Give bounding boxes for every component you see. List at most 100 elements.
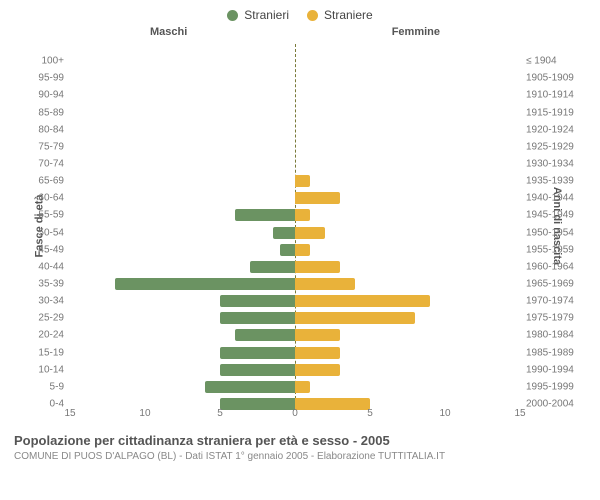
male-bar <box>250 261 295 273</box>
birth-label: 1940-1944 <box>526 193 574 204</box>
x-tick: 15 <box>64 408 75 419</box>
chart-row: 85-891915-1919 <box>70 104 520 121</box>
chart-row: 20-241980-1984 <box>70 327 520 344</box>
birth-label: ≤ 1904 <box>526 56 557 67</box>
birth-label: 1950-1954 <box>526 227 574 238</box>
male-swatch <box>227 10 238 21</box>
age-label: 30-34 <box>38 296 64 307</box>
male-bar <box>115 278 295 290</box>
age-label: 40-44 <box>38 261 64 272</box>
legend-item-female: Straniere <box>307 8 373 22</box>
x-tick: 0 <box>292 408 298 419</box>
age-label: 20-24 <box>38 330 64 341</box>
age-label: 50-54 <box>38 227 64 238</box>
female-bar <box>295 364 340 376</box>
plot-area: 100+≤ 190495-991905-190990-941910-191485… <box>70 44 520 404</box>
female-bar <box>295 381 310 393</box>
footer-title: Popolazione per cittadinanza straniera p… <box>14 432 586 450</box>
age-label: 65-69 <box>38 176 64 187</box>
birth-label: 1955-1959 <box>526 244 574 255</box>
x-tick: 10 <box>439 408 450 419</box>
age-label: 80-84 <box>38 124 64 135</box>
male-bar <box>235 209 295 221</box>
male-column-title: Maschi <box>150 26 187 38</box>
age-label: 55-59 <box>38 210 64 221</box>
age-label: 95-99 <box>38 73 64 84</box>
male-bar <box>235 329 295 341</box>
age-label: 90-94 <box>38 90 64 101</box>
legend-female-label: Straniere <box>324 8 373 22</box>
birth-label: 1915-1919 <box>526 107 574 118</box>
chart-row: 25-291975-1979 <box>70 310 520 327</box>
legend: Stranieri Straniere <box>0 0 600 26</box>
chart-row: 80-841920-1924 <box>70 121 520 138</box>
chart-row: 15-191985-1989 <box>70 344 520 361</box>
age-label: 45-49 <box>38 244 64 255</box>
x-tick: 5 <box>217 408 223 419</box>
female-bar <box>295 329 340 341</box>
birth-label: 1980-1984 <box>526 330 574 341</box>
age-label: 0-4 <box>50 398 64 409</box>
chart-footer: Popolazione per cittadinanza straniera p… <box>0 426 600 463</box>
male-bar <box>220 364 295 376</box>
footer-subtitle: COMUNE DI PUOS D'ALPAGO (BL) - Dati ISTA… <box>14 450 586 464</box>
female-bar <box>295 347 340 359</box>
chart-row: 5-91995-1999 <box>70 378 520 395</box>
chart-row: 40-441960-1964 <box>70 258 520 275</box>
female-bar <box>295 244 310 256</box>
x-axis: 15105051015 <box>70 408 520 422</box>
birth-label: 1985-1989 <box>526 347 574 358</box>
age-label: 75-79 <box>38 141 64 152</box>
birth-label: 1990-1994 <box>526 364 574 375</box>
female-swatch <box>307 10 318 21</box>
chart-row: 90-941910-1914 <box>70 87 520 104</box>
age-label: 25-29 <box>38 313 64 324</box>
female-bar <box>295 227 325 239</box>
birth-label: 1965-1969 <box>526 278 574 289</box>
chart-row: 65-691935-1939 <box>70 173 520 190</box>
birth-label: 1995-1999 <box>526 381 574 392</box>
x-tick: 10 <box>139 408 150 419</box>
male-bar <box>220 347 295 359</box>
birth-label: 1935-1939 <box>526 176 574 187</box>
male-bar <box>205 381 295 393</box>
chart-row: 45-491955-1959 <box>70 241 520 258</box>
birth-label: 1960-1964 <box>526 261 574 272</box>
female-bar <box>295 312 415 324</box>
age-label: 5-9 <box>50 381 64 392</box>
birth-label: 2000-2004 <box>526 398 574 409</box>
chart-row: 75-791925-1929 <box>70 138 520 155</box>
chart-row: 95-991905-1909 <box>70 70 520 87</box>
pyramid-chart: Fasce di età Anni di nascita Maschi Femm… <box>20 26 580 426</box>
chart-row: 70-741930-1934 <box>70 155 520 172</box>
birth-label: 1905-1909 <box>526 73 574 84</box>
chart-row: 35-391965-1969 <box>70 275 520 292</box>
x-tick: 15 <box>514 408 525 419</box>
chart-row: 10-141990-1994 <box>70 361 520 378</box>
age-label: 15-19 <box>38 347 64 358</box>
birth-label: 1945-1949 <box>526 210 574 221</box>
female-bar <box>295 261 340 273</box>
birth-label: 1930-1934 <box>526 158 574 169</box>
age-label: 10-14 <box>38 364 64 375</box>
chart-row: 50-541950-1954 <box>70 224 520 241</box>
birth-label: 1975-1979 <box>526 313 574 324</box>
age-label: 100+ <box>41 56 64 67</box>
x-tick: 5 <box>367 408 373 419</box>
chart-row: 60-641940-1944 <box>70 190 520 207</box>
chart-row: 100+≤ 1904 <box>70 53 520 70</box>
female-bar <box>295 175 310 187</box>
male-bar <box>280 244 295 256</box>
female-bar <box>295 209 310 221</box>
birth-label: 1920-1924 <box>526 124 574 135</box>
birth-label: 1925-1929 <box>526 141 574 152</box>
age-label: 60-64 <box>38 193 64 204</box>
male-bar <box>220 295 295 307</box>
female-column-title: Femmine <box>392 26 440 38</box>
birth-label: 1910-1914 <box>526 90 574 101</box>
chart-row: 55-591945-1949 <box>70 207 520 224</box>
female-bar <box>295 295 430 307</box>
legend-male-label: Stranieri <box>244 8 289 22</box>
age-label: 35-39 <box>38 278 64 289</box>
legend-item-male: Stranieri <box>227 8 289 22</box>
